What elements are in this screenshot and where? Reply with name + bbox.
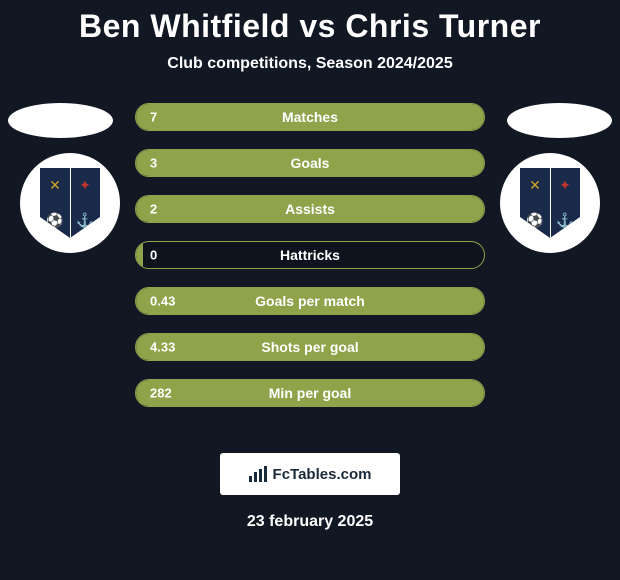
stat-label: Shots per goal [261, 339, 358, 355]
left-team-crest: ✕ ✦ ⚽ ⚓ [20, 153, 120, 253]
stat-fill [136, 242, 143, 268]
stat-label: Hattricks [280, 247, 340, 263]
brand-box[interactable]: FcTables.com [220, 453, 400, 495]
footer-date: 23 february 2025 [0, 513, 620, 531]
shield-icon: ✕ ✦ ⚽ ⚓ [40, 168, 100, 238]
stat-row: 282 Min per goal [135, 379, 485, 407]
stat-value-left: 2 [150, 202, 157, 217]
stat-value-left: 0.43 [150, 294, 175, 309]
stat-row: 3 Goals [135, 149, 485, 177]
left-ellipse [8, 103, 113, 138]
footer: FcTables.com 23 february 2025 [0, 453, 620, 531]
stat-value-left: 0 [150, 248, 157, 263]
shield-icon: ✕ ✦ ⚽ ⚓ [520, 168, 580, 238]
subtitle: Club competitions, Season 2024/2025 [0, 55, 620, 73]
comparison-content: ✕ ✦ ⚽ ⚓ ✕ ✦ ⚽ ⚓ 7 Matches 3 Goals 2 Assists 0 H… [0, 103, 620, 443]
brand-text: FcTables.com [273, 466, 372, 483]
stat-row: 2 Assists [135, 195, 485, 223]
stat-value-left: 7 [150, 110, 157, 125]
vs-label: vs [299, 8, 336, 44]
stat-value-left: 3 [150, 156, 157, 171]
stat-row: 0 Hattricks [135, 241, 485, 269]
stat-label: Goals [291, 155, 330, 171]
stat-row: 4.33 Shots per goal [135, 333, 485, 361]
stat-label: Matches [282, 109, 338, 125]
right-ellipse [507, 103, 612, 138]
stat-label: Min per goal [269, 385, 351, 401]
right-team-crest: ✕ ✦ ⚽ ⚓ [500, 153, 600, 253]
stat-label: Goals per match [255, 293, 365, 309]
header: Ben Whitfield vs Chris Turner Club compe… [0, 0, 620, 73]
stat-label: Assists [285, 201, 335, 217]
chart-icon [249, 466, 267, 482]
page-title: Ben Whitfield vs Chris Turner [0, 8, 620, 45]
player2-name: Chris Turner [345, 8, 541, 44]
stat-row: 7 Matches [135, 103, 485, 131]
stat-row: 0.43 Goals per match [135, 287, 485, 315]
player1-name: Ben Whitfield [79, 8, 290, 44]
stat-value-left: 282 [150, 386, 172, 401]
stats-list: 7 Matches 3 Goals 2 Assists 0 Hattricks 0.43 Goal… [135, 103, 485, 425]
stat-value-left: 4.33 [150, 340, 175, 355]
